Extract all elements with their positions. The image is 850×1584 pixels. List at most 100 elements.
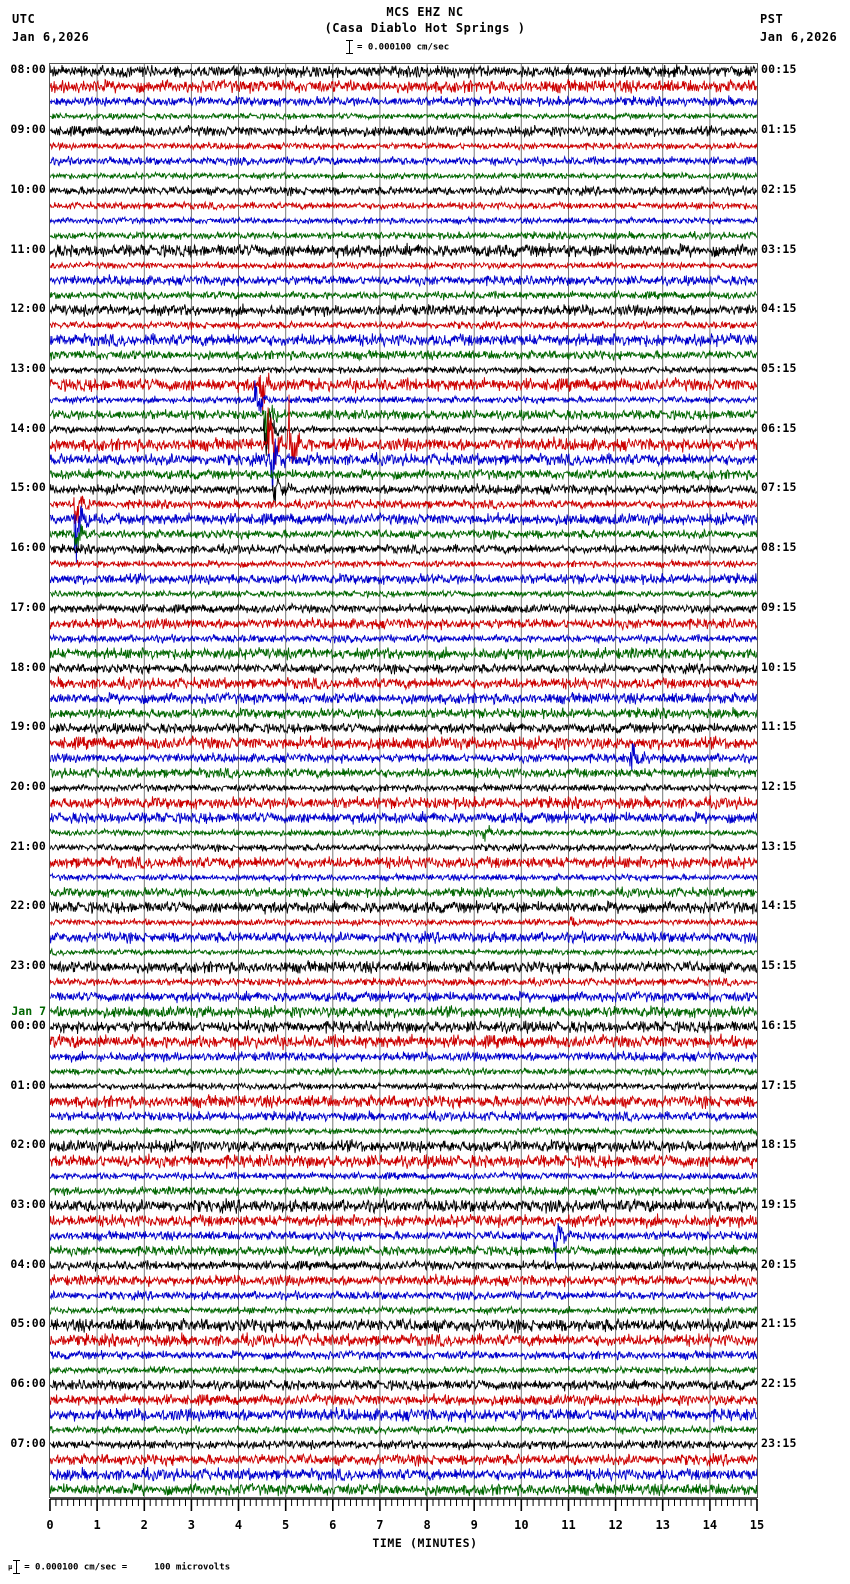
pst-hour-label: 16:15 bbox=[761, 1017, 797, 1032]
seismic-trace bbox=[50, 976, 757, 988]
x-tick-label: 5 bbox=[282, 1518, 290, 1532]
seismic-trace bbox=[50, 1273, 757, 1288]
seismic-trace bbox=[50, 1050, 757, 1063]
seismic-trace bbox=[50, 1332, 757, 1348]
seismic-trace bbox=[50, 1153, 757, 1170]
seismic-trace bbox=[50, 1364, 757, 1375]
utc-hour-label: 06:00 bbox=[10, 1376, 46, 1391]
seismic-trace bbox=[50, 558, 757, 570]
x-tick-label: 11 bbox=[561, 1518, 576, 1532]
utc-hour-label: 03:00 bbox=[10, 1196, 46, 1211]
station-title: MCS EHZ NC bbox=[386, 5, 464, 19]
pst-hour-label: 02:15 bbox=[761, 181, 797, 196]
utc-hour-label: 19:00 bbox=[10, 719, 46, 734]
x-tick-label: 14 bbox=[702, 1518, 718, 1532]
x-tick-label: 6 bbox=[329, 1518, 337, 1532]
seismic-trace bbox=[50, 543, 757, 556]
seismic-trace bbox=[50, 589, 757, 600]
seismic-trace bbox=[50, 900, 757, 915]
seismic-trace bbox=[50, 1170, 757, 1181]
footer-scale-bar-icon bbox=[12, 1560, 21, 1574]
seismogram-canvas bbox=[50, 64, 757, 1497]
seismic-trace bbox=[50, 319, 757, 331]
seismic-trace bbox=[50, 916, 757, 928]
seismic-trace bbox=[50, 1197, 757, 1215]
seismic-trace bbox=[50, 601, 757, 615]
pst-hour-label: 05:15 bbox=[761, 361, 797, 375]
utc-date-label: Jan 6,2026 bbox=[12, 30, 90, 44]
seismic-trace bbox=[50, 413, 757, 456]
utc-hour-label: 05:00 bbox=[10, 1316, 46, 1331]
seismic-trace bbox=[50, 782, 757, 794]
seismic-trace bbox=[50, 1452, 757, 1468]
seismic-trace bbox=[50, 289, 757, 301]
pst-hour-label: 11:15 bbox=[761, 719, 797, 734]
seismic-trace bbox=[50, 1467, 757, 1483]
x-tick-label: 2 bbox=[140, 1518, 148, 1532]
pst-hour-label: 08:15 bbox=[761, 540, 797, 555]
utc-hour-label: 10:00 bbox=[10, 181, 46, 196]
utc-hour-label: 14:00 bbox=[10, 420, 46, 435]
scale-legend: = 0.000100 cm/sec bbox=[345, 40, 449, 54]
seismic-trace bbox=[50, 394, 757, 466]
pst-hour-label: 18:15 bbox=[761, 1137, 797, 1152]
x-tick-label: 1 bbox=[93, 1518, 101, 1532]
seismic-trace bbox=[50, 572, 757, 585]
seismic-trace bbox=[50, 365, 757, 376]
seismic-trace bbox=[50, 735, 757, 751]
seismic-trace bbox=[50, 661, 757, 676]
seismic-trace bbox=[50, 1019, 757, 1035]
utc-hour-label: 08:00 bbox=[10, 62, 46, 77]
utc-hour-label: 23:00 bbox=[10, 958, 46, 973]
seismic-trace bbox=[50, 184, 757, 197]
seismic-trace bbox=[50, 1005, 757, 1019]
grid-lines bbox=[96, 64, 711, 1497]
seismic-trace bbox=[50, 1349, 757, 1362]
seismic-trace bbox=[50, 855, 757, 871]
utc-hour-label: 07:00 bbox=[10, 1435, 46, 1450]
scale-legend-text: = 0.000100 cm/sec bbox=[357, 42, 450, 53]
seismic-trace bbox=[50, 743, 757, 771]
x-tick-label: 13 bbox=[655, 1518, 670, 1532]
seismic-trace bbox=[50, 947, 757, 957]
seismic-trace bbox=[50, 824, 757, 842]
seismic-trace bbox=[50, 372, 757, 415]
seismogram-plot[interactable] bbox=[49, 63, 758, 1498]
seismic-trace bbox=[50, 505, 757, 563]
seismic-trace bbox=[50, 78, 757, 95]
pst-hour-label: 09:15 bbox=[761, 599, 797, 614]
seismic-trace bbox=[50, 438, 757, 488]
x-tick-label: 0 bbox=[46, 1518, 54, 1532]
seismic-trace bbox=[50, 1066, 757, 1077]
seismic-trace bbox=[50, 810, 757, 825]
seismic-trace bbox=[50, 1482, 757, 1497]
utc-timezone-label: UTC bbox=[12, 12, 36, 26]
trace-group bbox=[50, 64, 757, 1497]
seismic-trace bbox=[50, 1094, 757, 1110]
seismic-trace bbox=[50, 842, 757, 853]
seismic-trace bbox=[50, 1080, 757, 1093]
seismic-trace bbox=[50, 706, 757, 721]
seismic-trace bbox=[50, 1223, 757, 1264]
pst-hour-label: 06:15 bbox=[761, 420, 797, 435]
seismic-trace bbox=[50, 1438, 757, 1451]
seismic-trace bbox=[50, 200, 757, 212]
pst-hour-label: 01:15 bbox=[761, 122, 797, 137]
seismic-trace bbox=[50, 380, 757, 413]
pst-hour-label: 04:15 bbox=[761, 301, 797, 316]
seismic-trace bbox=[50, 1378, 757, 1392]
footer-scale-text: = 0.000100 cm/sec = 100 microvolts bbox=[24, 1562, 231, 1573]
seismic-trace bbox=[50, 230, 757, 241]
seismic-trace bbox=[50, 1244, 757, 1258]
seismic-trace bbox=[50, 1393, 757, 1408]
pst-hour-label: 12:15 bbox=[761, 778, 797, 793]
scale-bar-icon bbox=[345, 40, 354, 54]
x-tick-label: 10 bbox=[514, 1518, 529, 1532]
seismic-trace bbox=[50, 930, 757, 945]
seismic-trace bbox=[50, 124, 757, 139]
pst-hour-label: 10:15 bbox=[761, 659, 797, 674]
utc-hour-label: 22:00 bbox=[10, 898, 46, 913]
seismic-trace bbox=[50, 170, 757, 181]
utc-hour-label: 21:00 bbox=[10, 838, 46, 853]
pst-hour-label: 15:15 bbox=[761, 958, 797, 973]
